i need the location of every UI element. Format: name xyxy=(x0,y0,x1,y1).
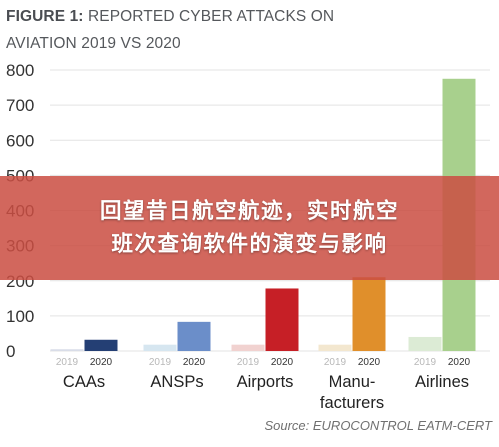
y-tick-label: 100 xyxy=(6,307,34,326)
year-label-2020: 2020 xyxy=(271,357,294,368)
bar-2019 xyxy=(143,344,177,351)
bar-2019 xyxy=(408,336,442,351)
year-label-2019: 2019 xyxy=(414,357,437,368)
bar-2020 xyxy=(265,288,299,351)
bars xyxy=(50,78,476,351)
category-label: Manu- xyxy=(329,373,376,391)
year-label-2019: 2019 xyxy=(237,357,260,368)
banner-line-2: 班次查询软件的演变与影响 xyxy=(111,232,388,257)
bar-2020 xyxy=(177,321,211,351)
chart-title-part1: REPORTED CYBER ATTACKS ON xyxy=(87,8,335,25)
year-label-2020: 2020 xyxy=(183,357,206,368)
year-label-2020: 2020 xyxy=(358,357,381,368)
category-label: CAAs xyxy=(63,373,105,391)
year-label-2019: 2019 xyxy=(324,357,347,368)
bar-2019 xyxy=(318,344,352,351)
y-tick-label: 0 xyxy=(6,342,15,361)
chart-title-line2: AVIATION 2019 VS 2020 xyxy=(6,35,181,52)
bar-2020 xyxy=(84,339,118,351)
bar-2019 xyxy=(50,349,84,351)
year-label-2019: 2019 xyxy=(149,357,172,368)
source-note: Source: EUROCONTROL EATM-CERT xyxy=(264,418,493,433)
overlay-banner: 回望昔日航空航迹，实时航空 班次查询软件的演变与影响 xyxy=(0,176,499,280)
year-label-2020: 2020 xyxy=(90,357,113,368)
chart-title: FIGURE 1: REPORTED CYBER ATTACKS ON xyxy=(6,8,334,26)
figure-label: FIGURE 1: xyxy=(6,8,84,25)
banner-line-1: 回望昔日航空航迹，实时航空 xyxy=(99,199,399,224)
category-label: Airlines xyxy=(415,373,469,391)
x-axis-labels: 2019 2020 CAAs 2019 2020 ANSPs 2019 2020 Airport… xyxy=(56,357,471,412)
year-label-2020: 2020 xyxy=(448,357,471,368)
category-label: ANSPs xyxy=(150,373,203,391)
y-tick-label: 700 xyxy=(6,96,34,115)
y-tick-label: 800 xyxy=(6,61,34,80)
category-label: facturers xyxy=(320,394,384,412)
year-label-2019: 2019 xyxy=(56,357,79,368)
y-tick-label: 600 xyxy=(6,131,34,150)
bar-2020 xyxy=(352,277,386,351)
bar-2019 xyxy=(231,344,265,351)
category-label: Airports xyxy=(237,373,294,391)
